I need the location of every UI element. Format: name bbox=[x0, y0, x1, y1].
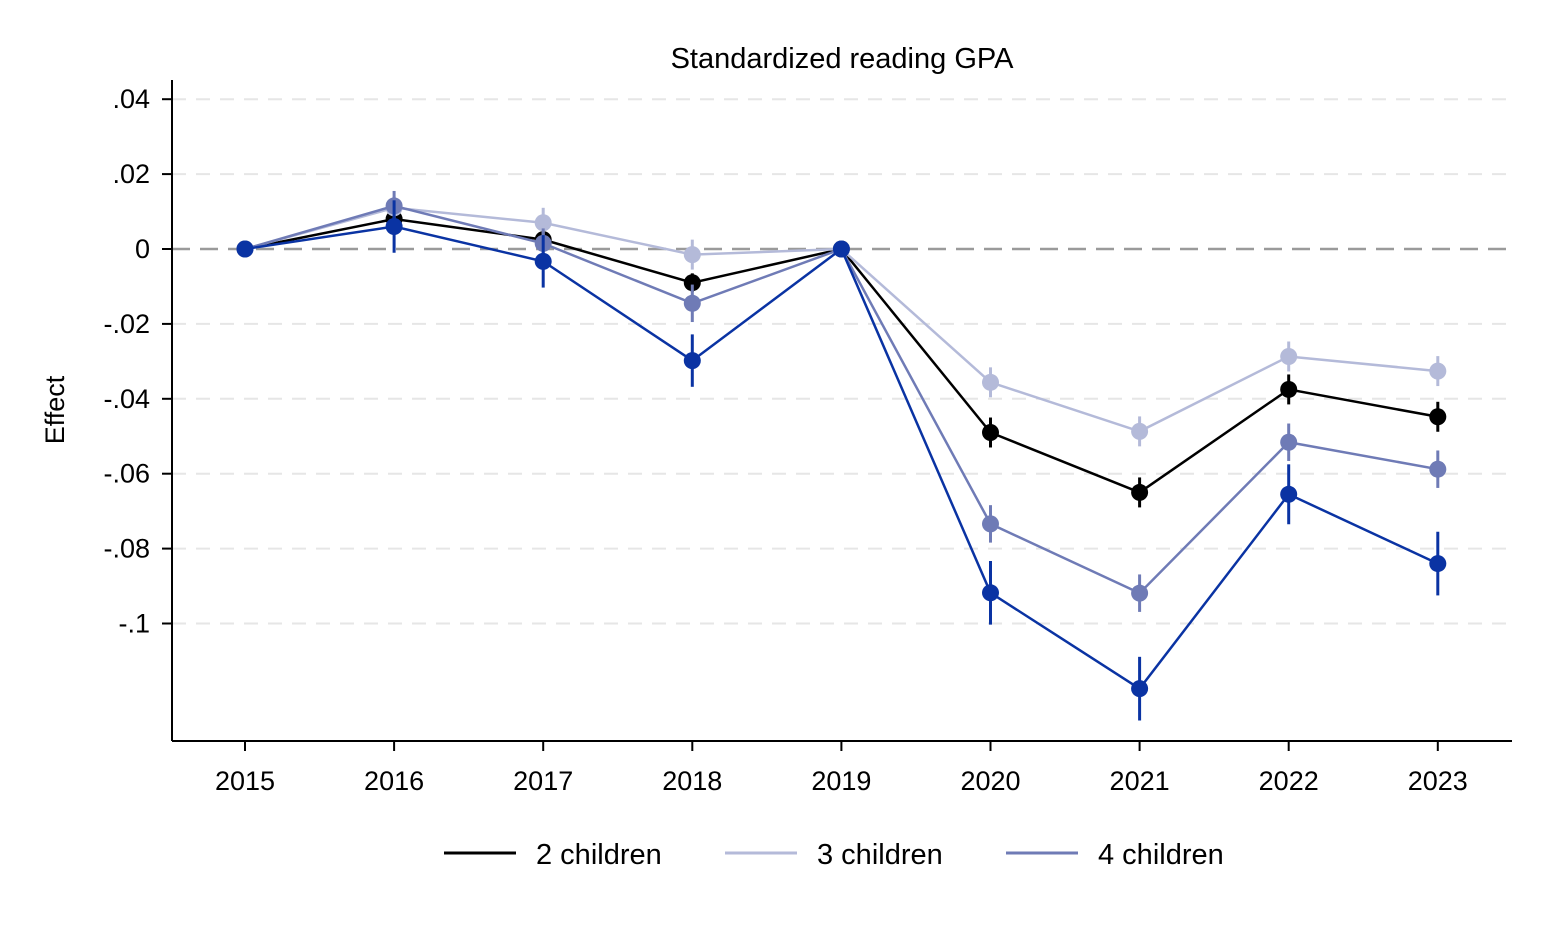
grid bbox=[172, 98, 1512, 625]
y-tick-label: 0 bbox=[135, 234, 150, 264]
data-point bbox=[1429, 408, 1447, 426]
data-point bbox=[236, 240, 254, 258]
data-point bbox=[1280, 380, 1298, 398]
legend: 2 children 3 children 4 children bbox=[444, 839, 1224, 871]
y-tick-label: -.02 bbox=[103, 309, 150, 339]
data-point bbox=[385, 218, 403, 236]
data-point bbox=[982, 373, 999, 391]
legend-label: 3 children bbox=[817, 839, 943, 871]
y-ticks: .04 .02 0 -.02 -.04 -.06 -.08 -.1 bbox=[103, 84, 172, 639]
y-tick-label: -.04 bbox=[103, 384, 150, 414]
x-tick-label: 2023 bbox=[1408, 766, 1468, 796]
data-point bbox=[534, 214, 552, 232]
x-tick-label: 2017 bbox=[513, 766, 573, 796]
data-point bbox=[982, 515, 999, 533]
x-ticks: 2015 2016 2017 2018 2019 2020 2021 2022 2023 bbox=[215, 741, 1468, 796]
x-tick-label: 2016 bbox=[364, 766, 424, 796]
data-point bbox=[832, 240, 850, 258]
legend-item: 4 children bbox=[1006, 839, 1224, 871]
legend-label: 4 children bbox=[1098, 839, 1224, 871]
data-point bbox=[1280, 433, 1298, 451]
x-tick-label: 2018 bbox=[662, 766, 722, 796]
data-point bbox=[1429, 362, 1447, 380]
data-point bbox=[1429, 555, 1447, 573]
data-point bbox=[1280, 347, 1298, 365]
legend-label: 2 children bbox=[536, 839, 662, 871]
x-tick-label: 2015 bbox=[215, 766, 275, 796]
legend-item: 2 children bbox=[444, 839, 662, 871]
y-tick-label: -.08 bbox=[103, 534, 150, 564]
x-tick-label: 2020 bbox=[960, 766, 1020, 796]
axes bbox=[171, 80, 1512, 742]
data-point bbox=[683, 294, 701, 312]
data-point bbox=[1131, 422, 1149, 440]
y-tick-label: .02 bbox=[112, 159, 150, 189]
y-tick-label: -.06 bbox=[103, 459, 150, 489]
series-2 bbox=[236, 196, 1447, 447]
data-point bbox=[982, 424, 999, 442]
series-line bbox=[244, 217, 1439, 494]
series-4 bbox=[236, 200, 1447, 721]
series-line bbox=[244, 225, 1439, 691]
y-tick-label: .04 bbox=[112, 84, 150, 114]
data-point bbox=[1429, 460, 1447, 478]
y-axis-label: Effect bbox=[40, 375, 70, 444]
y-tick-label: -.1 bbox=[118, 609, 150, 639]
data-point bbox=[982, 584, 999, 602]
data-point bbox=[683, 246, 701, 264]
x-tick-label: 2019 bbox=[811, 766, 871, 796]
x-tick-label: 2022 bbox=[1259, 766, 1319, 796]
data-point bbox=[534, 252, 552, 270]
data-point bbox=[1131, 680, 1149, 698]
data-point bbox=[683, 352, 701, 370]
data-point bbox=[683, 274, 701, 292]
data-point bbox=[1131, 584, 1149, 602]
x-tick-label: 2021 bbox=[1110, 766, 1170, 796]
series-group bbox=[236, 190, 1447, 721]
chart-title: Standardized reading GPA bbox=[671, 43, 1015, 75]
legend-item: 3 children bbox=[725, 839, 943, 871]
data-point bbox=[1280, 485, 1298, 503]
data-point bbox=[1131, 483, 1149, 501]
